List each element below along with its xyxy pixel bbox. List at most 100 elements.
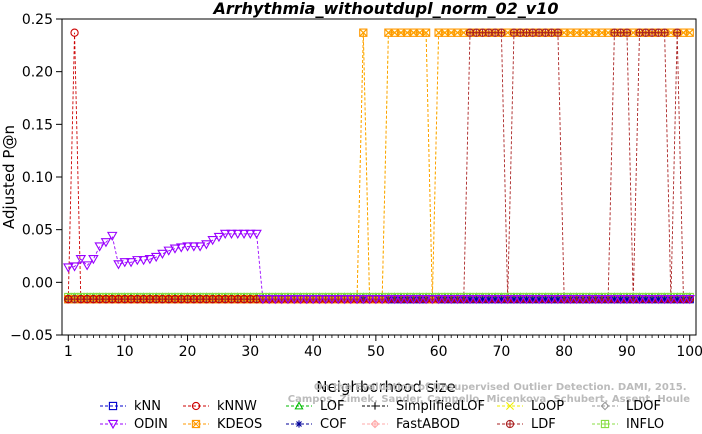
point-odin xyxy=(565,295,576,305)
point-odin xyxy=(113,260,124,270)
point-odin xyxy=(546,295,557,305)
point-odin xyxy=(508,295,520,305)
point-odin xyxy=(182,242,193,252)
x-tick-label: 100 xyxy=(676,344,702,360)
x-tick-label: 60 xyxy=(430,344,448,360)
y-tick-label: 0.15 xyxy=(22,117,53,133)
point-odin xyxy=(646,295,658,305)
point-cof xyxy=(485,295,493,303)
y-tick-label: −0.05 xyxy=(10,328,53,344)
point-ldf xyxy=(553,28,563,37)
point-cof xyxy=(554,295,562,303)
point-knnw xyxy=(177,295,186,304)
legend-swatch-marker xyxy=(600,401,610,411)
point-odin xyxy=(88,255,99,265)
point-cof xyxy=(610,295,618,303)
point-knnw xyxy=(202,295,211,304)
point-cof xyxy=(623,295,631,303)
legend-swatch-marker xyxy=(191,401,201,411)
point-odin xyxy=(584,295,595,305)
credit-text: On the Evaluation of Unsupervised Outlie… xyxy=(288,382,690,405)
legend-label: SimplifiedLOF xyxy=(396,399,485,414)
x-tick-label: 30 xyxy=(241,344,259,360)
legend-label: FastABOD xyxy=(396,417,460,432)
legend-label: LoOP xyxy=(531,399,564,414)
y-tick-label: 0.05 xyxy=(22,223,53,239)
point-cof xyxy=(516,295,524,303)
point-odin xyxy=(326,295,338,305)
point-odin xyxy=(665,295,677,305)
plot-frame xyxy=(61,18,697,336)
point-knnw xyxy=(195,295,205,304)
y-tick-label: 0.00 xyxy=(22,275,53,291)
point-cof xyxy=(510,295,518,303)
point-knnw xyxy=(101,295,111,304)
point-odin xyxy=(452,295,463,305)
point-odin xyxy=(540,295,551,305)
point-knnw xyxy=(208,295,217,304)
point-odin xyxy=(471,295,482,305)
point-odin xyxy=(502,295,513,305)
legend-item-odin: ODIN xyxy=(100,417,168,432)
legend-label: COF xyxy=(320,417,347,432)
point-cof xyxy=(491,295,499,303)
point-cof xyxy=(472,295,480,303)
point-odin xyxy=(489,295,501,305)
point-odin xyxy=(558,295,570,305)
point-cof xyxy=(635,295,644,303)
legend-swatch-marker xyxy=(294,401,304,410)
point-odin xyxy=(659,295,670,305)
point-odin xyxy=(358,295,369,305)
point-odin xyxy=(458,295,470,305)
point-knnw xyxy=(221,295,230,304)
point-odin xyxy=(527,295,539,305)
legend-item-cof: COF xyxy=(286,417,347,432)
point-knnw xyxy=(89,295,98,304)
x-tick-label: 40 xyxy=(304,344,322,360)
point-odin xyxy=(615,295,626,305)
point-knnw xyxy=(152,295,161,304)
point-cof xyxy=(642,295,650,303)
point-knnw xyxy=(76,295,85,304)
point-odin xyxy=(138,256,149,266)
point-cof xyxy=(478,295,487,303)
legend-item-simplifiedlof: SimplifiedLOF xyxy=(362,399,485,414)
point-odin xyxy=(477,295,488,305)
point-odin xyxy=(150,252,162,263)
point-odin xyxy=(521,295,532,305)
legend-item-kdeos: KDEOS xyxy=(183,417,262,432)
y-tick-label: 0.20 xyxy=(22,65,53,81)
legend-item-ldf: LDF xyxy=(497,417,556,432)
y-tick-label: 0.25 xyxy=(22,12,53,28)
point-knnw xyxy=(70,28,79,37)
point-odin xyxy=(332,295,344,305)
point-odin xyxy=(295,295,306,305)
y-axis: −0.05 0.00 0.05 0.10 0.15 0.20 0.25 xyxy=(10,12,62,344)
point-odin xyxy=(433,295,444,305)
series-line-kdeos xyxy=(68,32,690,300)
point-knnw xyxy=(82,295,92,304)
point-knnw xyxy=(108,295,117,304)
point-knnw xyxy=(64,295,73,304)
point-odin xyxy=(571,295,583,305)
legend-label: INFLO xyxy=(626,417,664,432)
point-odin xyxy=(132,256,143,266)
point-knnw xyxy=(227,295,236,304)
point-odin xyxy=(445,295,457,305)
point-odin xyxy=(552,295,564,305)
series-line-ldf xyxy=(68,32,690,300)
point-odin xyxy=(157,249,168,259)
point-cof xyxy=(529,295,537,303)
point-odin xyxy=(640,295,652,305)
point-odin xyxy=(533,295,545,305)
point-odin xyxy=(282,295,294,305)
point-knnw xyxy=(183,295,192,304)
point-cof xyxy=(673,295,681,303)
point-odin xyxy=(201,240,212,250)
point-knnw xyxy=(126,295,136,304)
point-odin xyxy=(238,229,250,239)
legend-label: LOF xyxy=(320,399,345,414)
point-odin xyxy=(125,258,137,268)
point-knnw xyxy=(170,295,180,304)
